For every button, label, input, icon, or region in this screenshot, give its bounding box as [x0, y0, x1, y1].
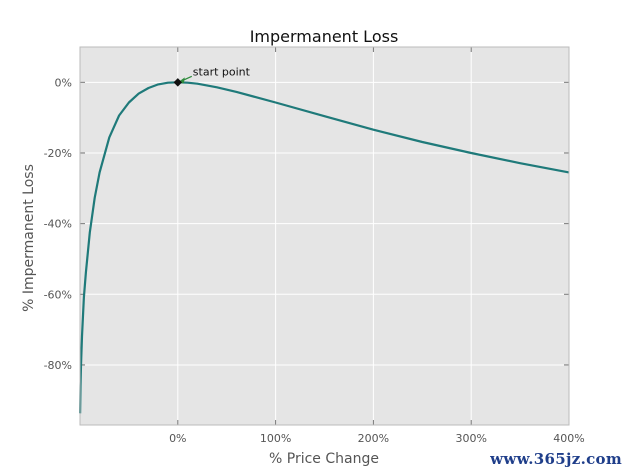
series-line	[79, 81, 570, 414]
x-tick-label: 200%	[358, 432, 389, 445]
axis-ticks: 0% 100% 200% 300% 400% 0% -20% -40% -60% -80%	[44, 47, 585, 445]
x-axis-label: % Price Change	[269, 451, 379, 467]
y-tick-label: -60%	[44, 288, 72, 301]
y-axis-label: % Impermanent Loss	[21, 164, 37, 312]
y-tick-label: -80%	[44, 359, 72, 372]
y-tick-label: -40%	[44, 218, 72, 231]
x-tick-label: 400%	[553, 432, 584, 445]
annotation-layer: start point	[173, 65, 251, 87]
x-tick-label: 100%	[260, 432, 291, 445]
x-tick-label: 300%	[455, 432, 486, 445]
annotation-label: start point	[193, 65, 251, 78]
series-layer	[79, 81, 570, 414]
watermark-text: www.365jz.com	[490, 450, 622, 468]
y-tick-label: -20%	[44, 147, 72, 160]
y-tick-label: 0%	[55, 76, 72, 89]
start-point-marker	[173, 78, 183, 87]
chart-title: Impermanent Loss	[250, 27, 399, 46]
plot-area	[80, 47, 569, 425]
x-tick-label: 0%	[169, 432, 186, 445]
plot-border	[79, 46, 570, 426]
